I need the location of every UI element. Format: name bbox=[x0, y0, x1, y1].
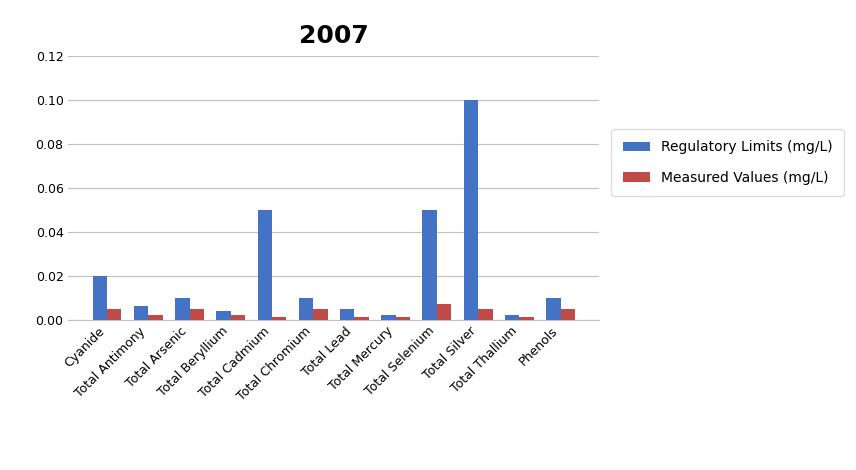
Bar bbox=[217, 311, 231, 320]
Bar bbox=[505, 315, 520, 320]
Bar bbox=[354, 317, 369, 320]
Bar bbox=[520, 317, 534, 320]
Bar bbox=[340, 309, 354, 320]
Bar bbox=[395, 317, 410, 320]
Bar bbox=[175, 298, 189, 320]
Bar bbox=[437, 304, 451, 320]
Bar bbox=[423, 210, 437, 320]
Bar bbox=[148, 315, 163, 320]
Bar bbox=[92, 276, 107, 320]
Bar bbox=[107, 309, 122, 320]
Legend: Regulatory Limits (mg/L), Measured Values (mg/L): Regulatory Limits (mg/L), Measured Value… bbox=[611, 129, 844, 196]
Title: 2007: 2007 bbox=[299, 24, 369, 47]
Bar bbox=[189, 309, 204, 320]
Bar bbox=[258, 210, 272, 320]
Bar bbox=[464, 100, 479, 320]
Bar bbox=[134, 306, 148, 320]
Bar bbox=[561, 309, 575, 320]
Bar bbox=[479, 309, 492, 320]
Bar bbox=[231, 315, 245, 320]
Bar bbox=[546, 298, 561, 320]
Bar bbox=[272, 317, 287, 320]
Bar bbox=[313, 309, 328, 320]
Bar bbox=[299, 298, 313, 320]
Bar bbox=[381, 315, 395, 320]
